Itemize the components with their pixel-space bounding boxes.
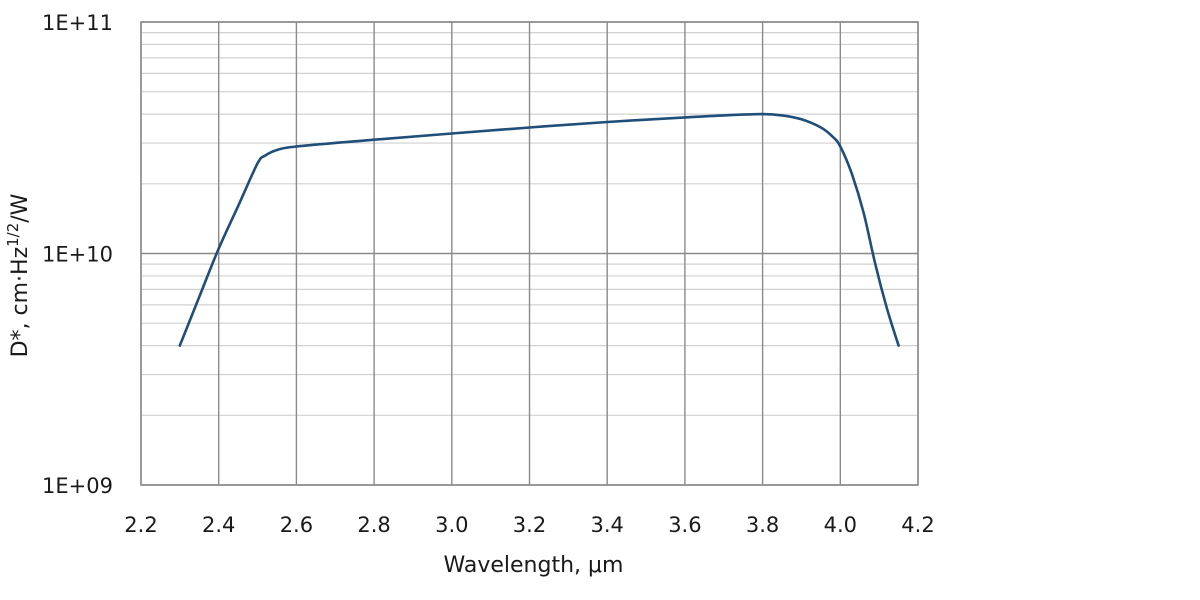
x-tick-label: 3.2 <box>513 513 546 537</box>
x-tick-label: 2.8 <box>357 513 390 537</box>
x-tick-label: 4.2 <box>901 513 934 537</box>
y-axis-tick-labels: 1E+09 1E+10 1E+11 <box>42 11 113 498</box>
y-axis-title-end: /W <box>8 193 33 222</box>
x-tick-label: 2.2 <box>124 513 157 537</box>
y-axis-title-main: D*, cm·Hz <box>8 247 33 358</box>
y-axis-title: D*, cm·Hz1/2/W <box>4 193 33 357</box>
detectivity-series-line <box>178 112 900 347</box>
x-tick-label: 3.0 <box>435 513 468 537</box>
x-tick-label: 2.6 <box>280 513 313 537</box>
y-tick-label: 1E+09 <box>42 474 113 498</box>
x-tick-label: 3.4 <box>590 513 623 537</box>
x-tick-label: 4.0 <box>824 513 857 537</box>
x-axis-title: Wavelength, μm <box>444 553 624 578</box>
plot-area-frame <box>140 21 919 486</box>
x-tick-label: 2.4 <box>202 513 235 537</box>
x-tick-label: 3.6 <box>668 513 701 537</box>
x-tick-label: 3.8 <box>746 513 779 537</box>
y-axis-title-superscript: 1/2 <box>4 223 22 247</box>
x-axis-tick-labels: 2.2 2.4 2.6 2.8 3.0 3.2 3.4 3.6 3.8 4.0 4.2 <box>124 513 934 537</box>
y-tick-label: 1E+11 <box>42 11 113 35</box>
y-tick-label: 1E+10 <box>42 243 113 267</box>
series-layer <box>178 112 900 347</box>
